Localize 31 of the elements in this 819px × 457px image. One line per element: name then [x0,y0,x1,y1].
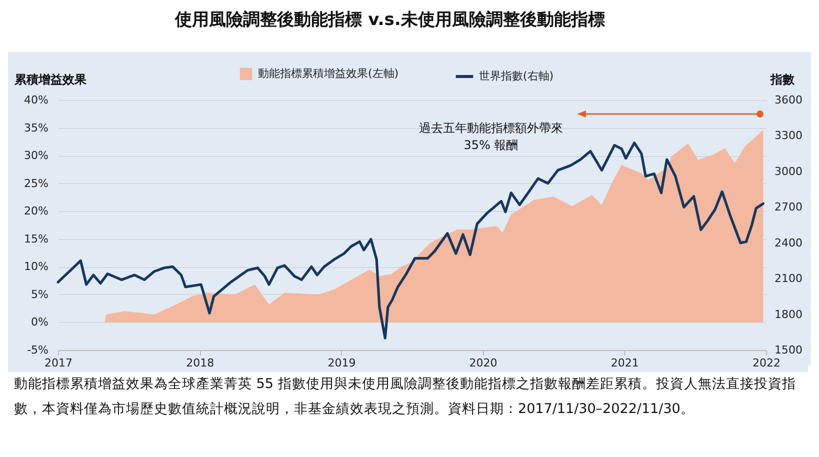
annotation: 過去五年動能指標額外帶來 35% 報酬 [419,121,563,152]
y-tick-label: 35% [24,121,48,134]
y2-tick-label: 1500 [774,344,802,356]
y-axis-title: 累積增益效果 [14,72,88,86]
y2-tick-label: 3000 [774,164,802,178]
x-tick-label: 2018 [186,356,214,370]
y-tick-label: 15% [24,232,48,246]
y2-tick-label: 2400 [774,236,802,250]
y-tick-label: -5% [27,344,48,356]
y2-tick-label: 1800 [774,308,802,321]
y2-tick-label: 3600 [774,94,802,106]
legend-label: 動能指標累積增益效果(左軸) [258,67,399,80]
x-tick-label: 2020 [469,356,498,370]
x-tick-label: 2019 [328,356,356,370]
x-tick-label: 2021 [610,356,639,370]
y-tick-label: 0% [31,316,48,329]
text: 動能指標累積增益效果為全球產業菁英 55 指數使用與未使用風險調整後動能指標之指數報酬差距累積。投資人無法直接投資指數，本資料僅為市場歷史數值統計概況說明，非基金績效表現之預測。資料日期：2017/11/30–2022/11/30。 [14,375,797,419]
y2-axis-title: 指數 [770,72,796,86]
y2-tick-label: 3300 [774,129,802,142]
chart-title: 使用風險調整後動能指標 v.s.未使用風險調整後動能指標 [174,9,606,31]
x-tick-label: 2022 [752,356,780,370]
y-tick-label: 25% [24,176,48,190]
legend-label: 世界指數(右軸) [479,70,554,82]
y2-tick-label: 2100 [774,272,802,286]
y-tick-label: 10% [24,260,48,274]
y-tick-label: 5% [31,288,48,301]
x-tick-label: 2017 [44,356,72,370]
y-tick-label: 40% [24,94,48,106]
y-tick-label: 20% [24,204,48,218]
y-tick-label: 30% [24,149,48,162]
y2-tick-label: 2700 [774,200,802,214]
